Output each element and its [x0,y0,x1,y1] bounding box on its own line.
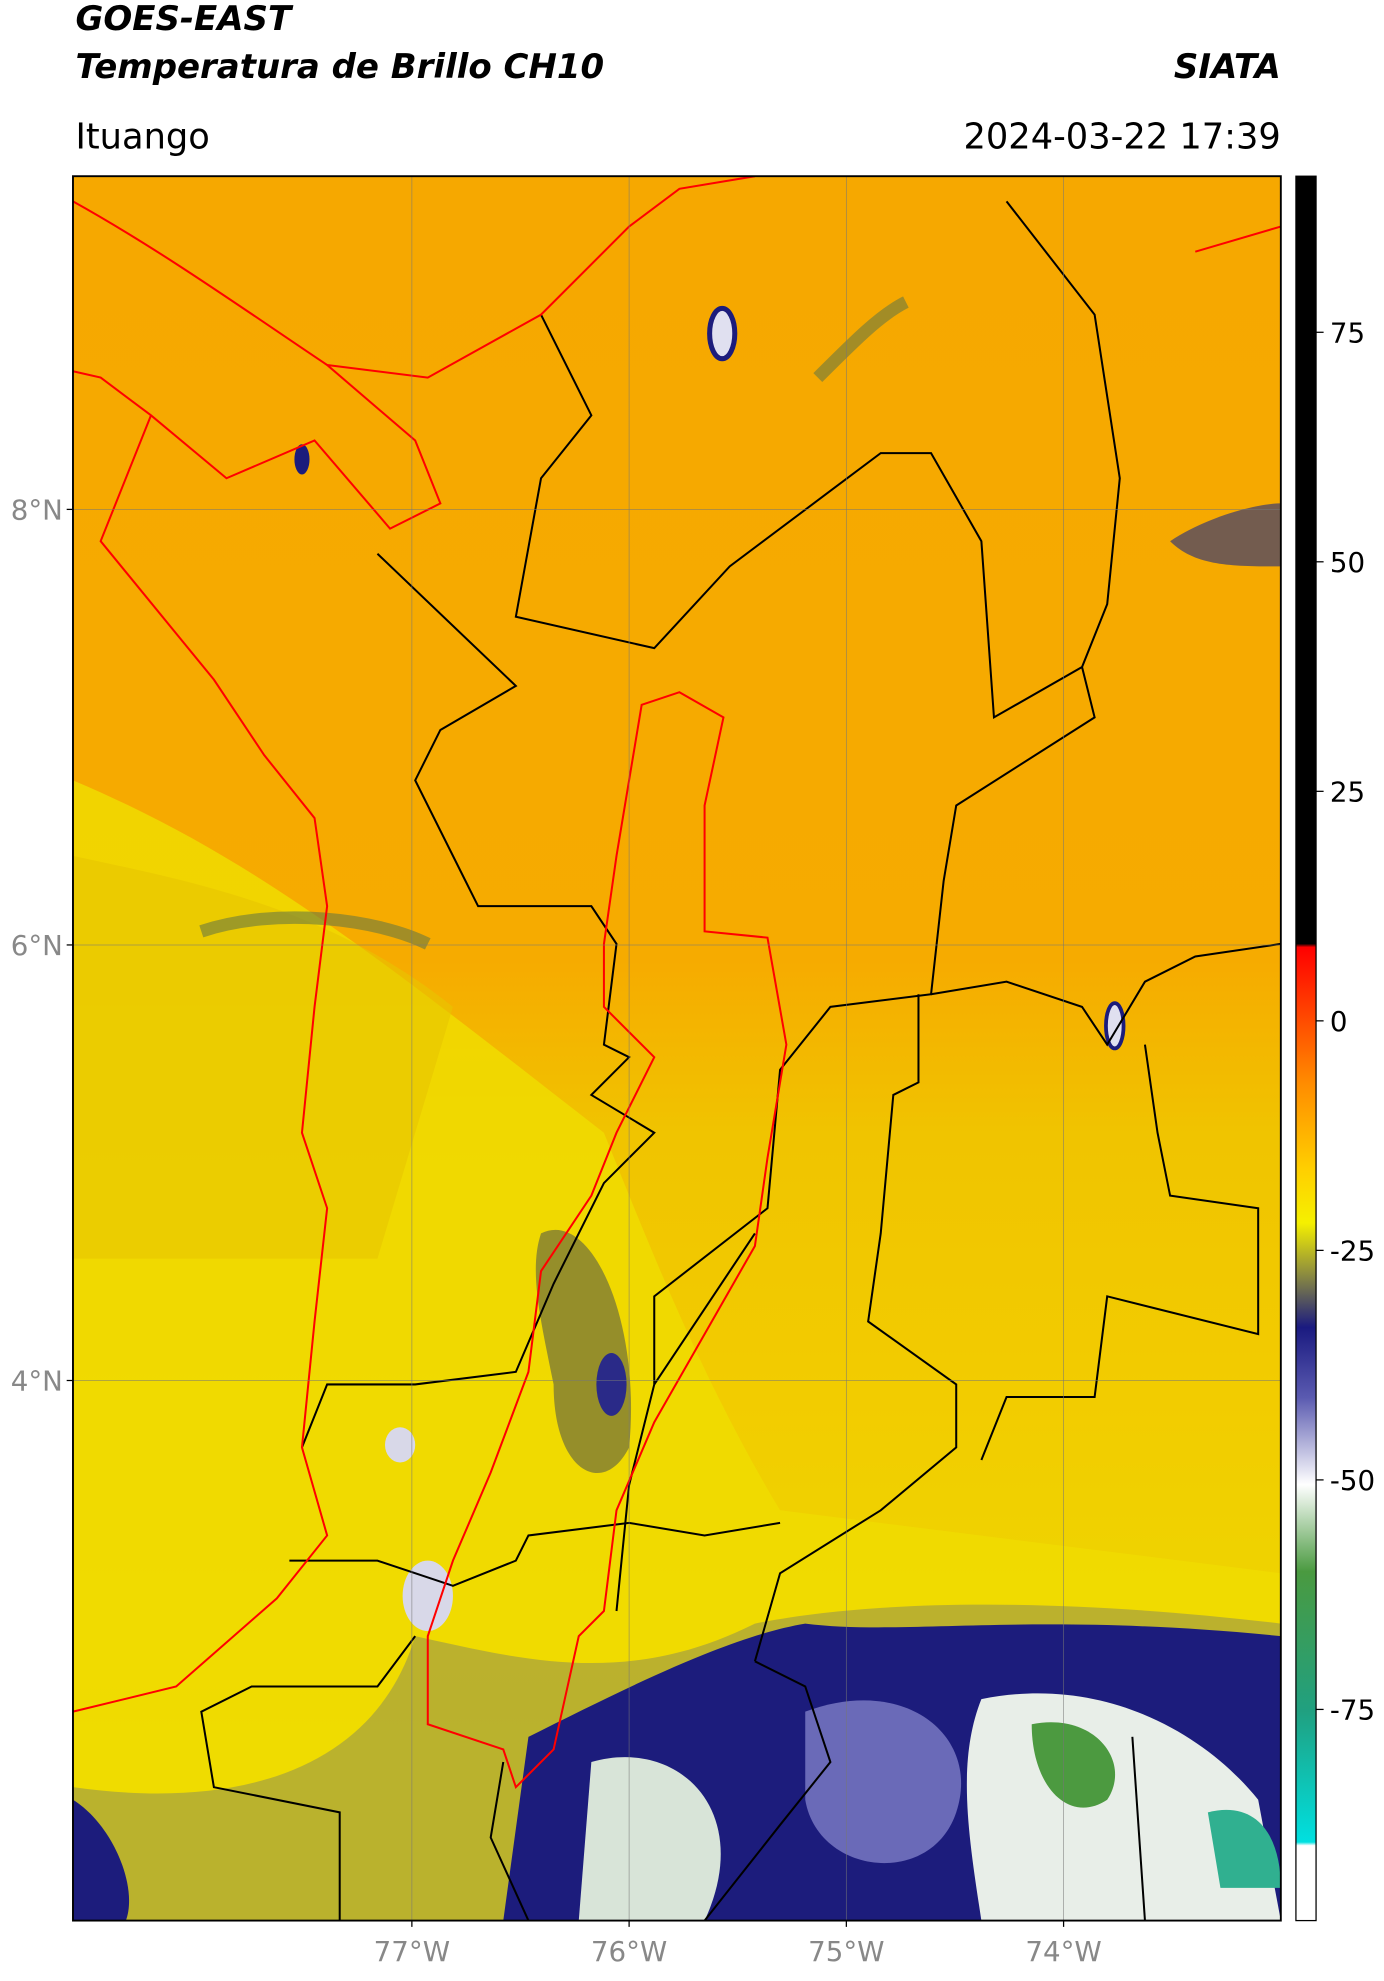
lon-tick-label: 76°W [591,1935,667,1968]
map-frame [72,175,1282,1922]
location: Ituango [75,117,209,158]
brand: SIATA [1174,47,1281,87]
lon-tick-label: 74°W [1025,1935,1101,1968]
colorbar-tick-label: 50 [1330,546,1365,579]
lat-tick-label: 8°N [11,493,63,526]
subtitle: Temperatura de Brillo CH10 [75,47,604,87]
datetime: 2024-03-22 17:39 [964,117,1281,158]
lat-tick-label: 4°N [11,1365,63,1398]
colorbar-tick-label: 0 [1330,1005,1348,1038]
colorbar-tick-label: -50 [1330,1464,1375,1497]
lon-tick-label: 75°W [808,1935,884,1968]
colorbar-tick-label: 25 [1330,775,1365,808]
lat-tick-label: 6°N [11,929,63,962]
colorbar-tick-label: 75 [1330,316,1365,349]
graticule [72,176,1281,1921]
title: GOES-EAST [75,0,293,39]
colorbar-tick-label: -75 [1330,1693,1375,1726]
colorbar [1295,175,1317,1922]
colorbar-tick-label: -25 [1330,1234,1375,1267]
lon-tick-label: 77°W [374,1935,450,1968]
map-imagery [72,176,1281,1921]
